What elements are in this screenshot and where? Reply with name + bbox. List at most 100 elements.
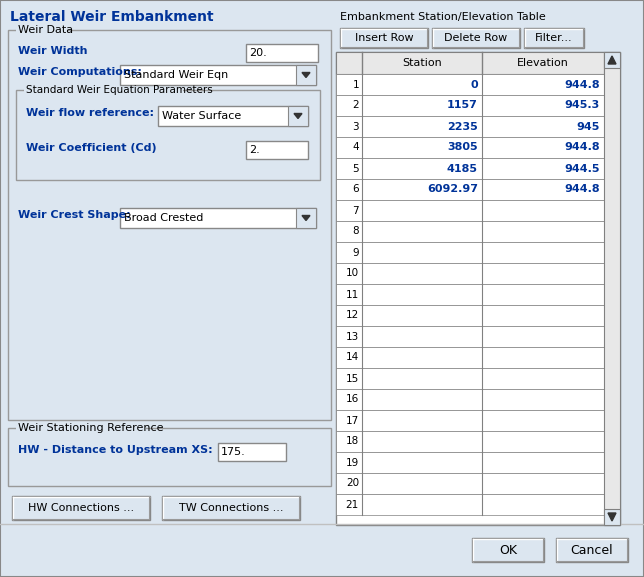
Text: Weir Coefficient (Cd): Weir Coefficient (Cd) xyxy=(26,143,156,153)
Bar xyxy=(604,52,620,525)
Bar xyxy=(296,208,316,228)
Bar xyxy=(246,141,308,159)
Bar xyxy=(336,326,604,347)
Text: 945.3: 945.3 xyxy=(565,100,600,111)
Bar xyxy=(524,28,584,48)
Bar xyxy=(336,305,604,326)
Text: 15: 15 xyxy=(346,373,359,384)
Bar xyxy=(336,158,604,179)
Text: 3: 3 xyxy=(352,122,359,132)
Text: 8: 8 xyxy=(352,227,359,237)
Polygon shape xyxy=(302,215,310,220)
Bar xyxy=(336,242,604,263)
Bar xyxy=(246,44,318,62)
Bar xyxy=(336,431,604,452)
Bar xyxy=(336,95,604,116)
Text: 7: 7 xyxy=(352,205,359,215)
Text: Station: Station xyxy=(402,58,442,68)
Bar xyxy=(8,30,331,420)
Text: TW Connections ...: TW Connections ... xyxy=(179,503,283,513)
Text: 12: 12 xyxy=(346,310,359,320)
Bar xyxy=(336,452,604,473)
Bar xyxy=(288,106,308,126)
Bar xyxy=(162,496,300,520)
Text: 9: 9 xyxy=(352,248,359,257)
Text: Cancel: Cancel xyxy=(571,544,613,556)
Text: 944.8: 944.8 xyxy=(564,80,600,89)
Text: Weir Width: Weir Width xyxy=(18,46,88,56)
Text: 1157: 1157 xyxy=(447,100,478,111)
Text: Water Surface: Water Surface xyxy=(162,111,242,121)
Polygon shape xyxy=(608,513,616,521)
Text: 944.8: 944.8 xyxy=(564,143,600,152)
Bar xyxy=(336,137,604,158)
Text: 20: 20 xyxy=(346,478,359,489)
Bar xyxy=(336,116,604,137)
Bar xyxy=(336,389,604,410)
Text: Weir flow reference:: Weir flow reference: xyxy=(26,108,154,118)
Bar xyxy=(336,473,604,494)
Bar xyxy=(604,509,620,525)
Bar xyxy=(336,179,604,200)
Bar xyxy=(120,65,316,85)
Text: Standard Weir Eqn: Standard Weir Eqn xyxy=(124,70,228,80)
Text: 2.: 2. xyxy=(249,145,260,155)
Text: Weir Computations:: Weir Computations: xyxy=(18,67,142,77)
Text: Weir Crest Shape:: Weir Crest Shape: xyxy=(18,210,131,220)
Bar xyxy=(336,410,604,431)
Text: 4185: 4185 xyxy=(447,163,478,174)
Text: HW - Distance to Upstream XS:: HW - Distance to Upstream XS: xyxy=(18,445,213,455)
Text: 18: 18 xyxy=(346,436,359,447)
Bar xyxy=(472,538,544,562)
Text: 175.: 175. xyxy=(221,447,246,457)
Text: 19: 19 xyxy=(346,458,359,467)
Bar xyxy=(336,347,604,368)
Polygon shape xyxy=(294,114,302,118)
Bar xyxy=(336,221,604,242)
Bar xyxy=(16,423,146,433)
Text: 6092.97: 6092.97 xyxy=(427,185,478,194)
Bar xyxy=(336,494,604,515)
Text: Insert Row: Insert Row xyxy=(355,33,413,43)
Text: 2235: 2235 xyxy=(447,122,478,132)
Text: 3805: 3805 xyxy=(448,143,478,152)
Bar xyxy=(336,200,604,221)
Bar xyxy=(556,538,628,562)
Text: 13: 13 xyxy=(346,332,359,342)
Bar xyxy=(336,368,604,389)
Polygon shape xyxy=(302,73,310,77)
Bar xyxy=(158,106,308,126)
Text: 14: 14 xyxy=(346,353,359,362)
Text: 10: 10 xyxy=(346,268,359,279)
Text: 6: 6 xyxy=(352,185,359,194)
Text: 5: 5 xyxy=(352,163,359,174)
Text: 2: 2 xyxy=(352,100,359,111)
Text: Broad Crested: Broad Crested xyxy=(124,213,204,223)
Bar xyxy=(340,28,428,48)
Bar xyxy=(16,90,320,180)
Bar xyxy=(218,443,286,461)
Bar xyxy=(336,284,604,305)
Text: Elevation: Elevation xyxy=(517,58,569,68)
Text: 11: 11 xyxy=(346,290,359,299)
Bar xyxy=(296,65,316,85)
Bar xyxy=(336,52,604,74)
Bar xyxy=(12,496,150,520)
Text: 945: 945 xyxy=(576,122,600,132)
Bar xyxy=(336,74,604,95)
Text: HW Connections ...: HW Connections ... xyxy=(28,503,134,513)
Bar xyxy=(336,263,604,284)
Text: 20.: 20. xyxy=(249,48,267,58)
Polygon shape xyxy=(608,56,616,64)
Bar xyxy=(604,52,620,68)
Text: 0: 0 xyxy=(470,80,478,89)
Bar xyxy=(24,85,184,95)
Text: 17: 17 xyxy=(346,415,359,425)
Text: Delete Row: Delete Row xyxy=(444,33,507,43)
Bar xyxy=(8,428,331,486)
Text: 16: 16 xyxy=(346,395,359,404)
Text: Lateral Weir Embankment: Lateral Weir Embankment xyxy=(10,10,214,24)
Text: OK: OK xyxy=(499,544,517,556)
Bar xyxy=(432,28,520,48)
Text: 21: 21 xyxy=(346,500,359,509)
